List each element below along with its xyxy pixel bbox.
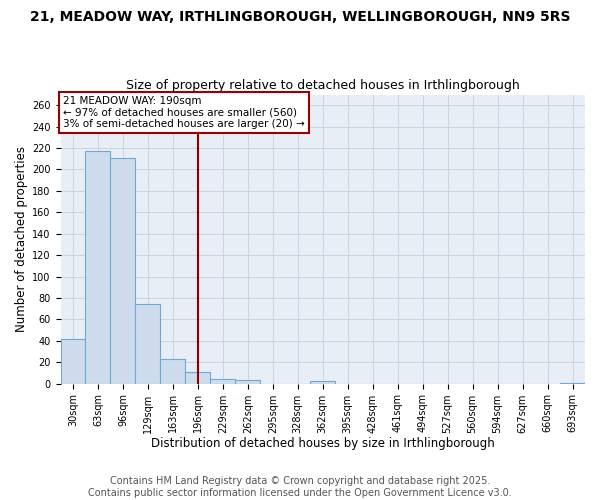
Bar — [560, 382, 585, 384]
Bar — [310, 382, 335, 384]
Bar — [185, 372, 211, 384]
X-axis label: Distribution of detached houses by size in Irthlingborough: Distribution of detached houses by size … — [151, 437, 494, 450]
Bar — [211, 380, 235, 384]
Bar — [85, 152, 110, 384]
Text: Contains HM Land Registry data © Crown copyright and database right 2025.
Contai: Contains HM Land Registry data © Crown c… — [88, 476, 512, 498]
Bar — [61, 338, 85, 384]
Text: 21 MEADOW WAY: 190sqm
← 97% of detached houses are smaller (560)
3% of semi-deta: 21 MEADOW WAY: 190sqm ← 97% of detached … — [63, 96, 305, 129]
Text: 21, MEADOW WAY, IRTHLINGBOROUGH, WELLINGBOROUGH, NN9 5RS: 21, MEADOW WAY, IRTHLINGBOROUGH, WELLING… — [30, 10, 570, 24]
Bar — [235, 380, 260, 384]
Bar — [110, 158, 136, 384]
Bar — [160, 359, 185, 384]
Bar — [136, 304, 160, 384]
Y-axis label: Number of detached properties: Number of detached properties — [15, 146, 28, 332]
Title: Size of property relative to detached houses in Irthlingborough: Size of property relative to detached ho… — [126, 79, 520, 92]
